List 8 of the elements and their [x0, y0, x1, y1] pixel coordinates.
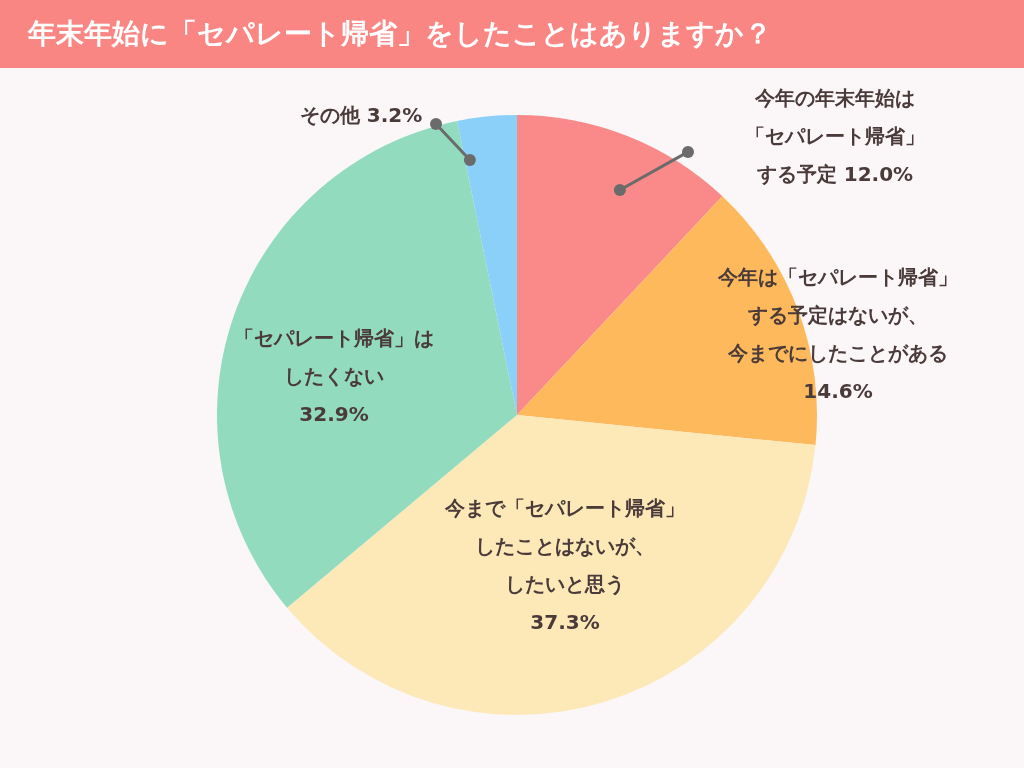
pie-slice	[457, 115, 517, 415]
slice-label: 「セパレート帰省」はしたくない	[234, 326, 434, 388]
chart-title: 年末年始に「セパレート帰省」をしたことはありますか？	[0, 0, 1024, 68]
slice-label: 今年の年末年始は「セパレート帰省」する予定 12.0%	[745, 86, 925, 186]
data-label: 32.9%	[299, 402, 369, 426]
slice-label: その他 3.2%	[299, 103, 423, 127]
slice-label: 今まで「セパレート帰省」したことはないが、したいと思う	[444, 496, 685, 596]
data-label: 37.3%	[530, 610, 600, 634]
